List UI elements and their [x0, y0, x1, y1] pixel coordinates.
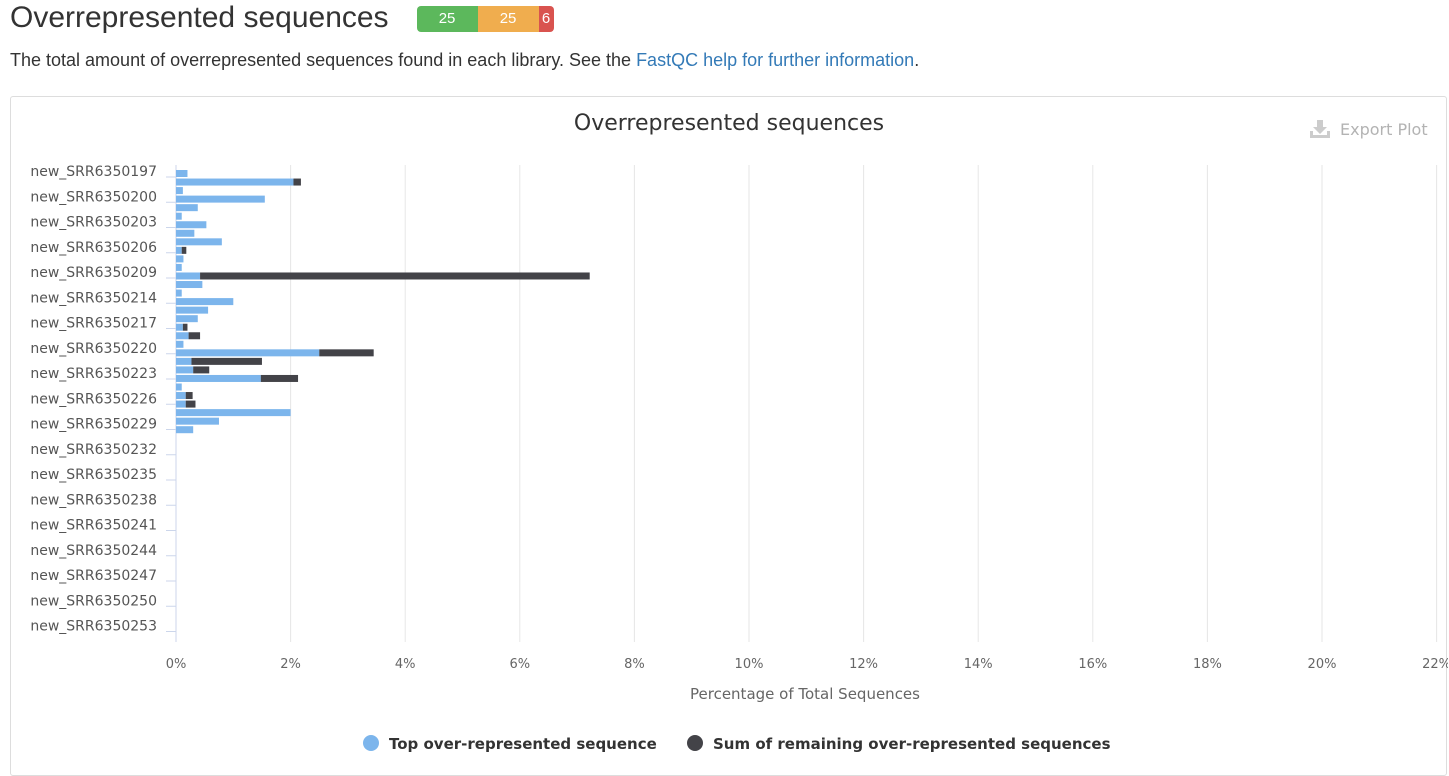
y-tick-label: new_SRR6350250 [30, 593, 157, 609]
page-title: Overrepresented sequences [10, 1, 389, 34]
bar-top-sequence [176, 238, 222, 246]
bar-remaining-sequences [260, 374, 299, 382]
legend-label-remaining: Sum of remaining over-represented sequen… [713, 735, 1111, 753]
bar-top-sequence [176, 204, 198, 212]
bar-top-sequence [176, 366, 194, 374]
bar-top-sequence [176, 349, 320, 357]
y-tick-label: new_SRR6350209 [30, 265, 157, 281]
bar-top-sequence [176, 332, 189, 340]
description-text: The total amount of overrepresented sequ… [10, 50, 637, 70]
x-tick-label: 22% [1422, 657, 1448, 672]
page-header: Overrepresented sequences 25 25 6 [10, 0, 554, 36]
x-tick-label: 4% [395, 657, 416, 672]
bar-remaining-sequences [181, 246, 187, 254]
legend-label-top: Top over-represented sequence [389, 735, 657, 753]
export-plot-button[interactable]: Export Plot [1309, 115, 1428, 143]
y-tick-label: new_SRR6350241 [30, 518, 157, 534]
bar-top-sequence [176, 212, 182, 220]
bar-top-sequence [176, 289, 182, 297]
bar-top-sequence [176, 298, 234, 306]
y-tick-label: new_SRR6350217 [30, 316, 157, 332]
status-badge-fail[interactable]: 6 [538, 6, 554, 32]
y-tick-label: new_SRR6350214 [30, 290, 157, 306]
x-tick-label: 12% [849, 657, 878, 672]
bar-top-sequence [176, 229, 195, 237]
bar-top-sequence [176, 255, 184, 263]
bar-remaining-sequences [191, 357, 262, 365]
y-tick-label: new_SRR6350200 [30, 189, 157, 205]
bar-top-sequence [176, 178, 294, 186]
y-tick-label: new_SRR6350244 [30, 543, 157, 559]
bar-top-sequence [176, 246, 182, 254]
bar-top-sequence [176, 357, 192, 365]
bar-remaining-sequences [182, 323, 188, 331]
bar-top-sequence [176, 392, 186, 400]
y-tick-label: new_SRR6350223 [30, 366, 157, 382]
x-tick-label: 10% [735, 657, 764, 672]
x-tick-label: 18% [1193, 657, 1222, 672]
bar-remaining-sequences [319, 349, 374, 357]
x-tick-label: 6% [509, 657, 530, 672]
bar-remaining-sequences [200, 272, 590, 280]
x-tick-label: 20% [1308, 657, 1337, 672]
bar-top-sequence [176, 374, 261, 382]
bar-top-sequence [176, 340, 184, 348]
y-tick-label: new_SRR6350232 [30, 442, 157, 458]
status-badges: 25 25 6 [416, 6, 554, 32]
y-tick-label: new_SRR6350235 [30, 467, 157, 483]
bar-top-sequence [176, 263, 182, 271]
y-tick-label: new_SRR6350220 [30, 341, 157, 357]
x-tick-label: 0% [166, 657, 187, 672]
y-tick-label: new_SRR6350206 [30, 240, 157, 256]
bar-top-sequence [176, 315, 198, 323]
x-tick-label: 8% [624, 657, 645, 672]
bar-remaining-sequences [293, 178, 301, 186]
status-badge-pass[interactable]: 25 [416, 6, 478, 32]
bar-remaining-sequences [188, 332, 201, 340]
bar-top-sequence [176, 170, 188, 177]
bar-top-sequence [176, 383, 182, 391]
bar-top-sequence [176, 409, 291, 417]
description: The total amount of overrepresented sequ… [10, 50, 919, 71]
download-icon [1310, 120, 1330, 138]
status-badge-warn[interactable]: 25 [477, 6, 539, 32]
plot-panel: Overrepresented sequences 0% 2% 4% 6% 8% 10% 12… [10, 96, 1448, 776]
x-tick-label: 14% [964, 657, 993, 672]
bar-top-sequence [176, 187, 183, 195]
fastqc-help-link[interactable]: FastQC help for further information [636, 50, 915, 70]
bar-remaining-sequences [193, 366, 210, 374]
y-tick-label: new_SRR6350203 [30, 215, 157, 231]
bar-top-sequence [176, 272, 201, 280]
bar-remaining-sequences [185, 392, 193, 400]
x-tick-label: 16% [1078, 657, 1107, 672]
bar-top-sequence [176, 400, 186, 408]
y-tick-label: new_SRR6350197 [30, 164, 157, 180]
bar-top-sequence [176, 417, 219, 425]
bar-remaining-sequences [185, 400, 196, 408]
bar-top-sequence [176, 281, 203, 289]
y-tick-label: new_SRR6350238 [30, 492, 157, 508]
bar-chart: Overrepresented sequences 0% 2% 4% 6% 8% 10% 12… [30, 111, 1448, 753]
legend-marker-remaining [687, 735, 703, 751]
y-tick-label: new_SRR6350229 [30, 417, 157, 433]
y-tick-label: new_SRR6350253 [30, 619, 157, 635]
bar-top-sequence [176, 221, 207, 229]
chart-title: Overrepresented sequences [574, 111, 884, 136]
description-suffix: . [914, 50, 920, 70]
bar-top-sequence [176, 323, 183, 331]
x-tick-label: 2% [280, 657, 301, 672]
legend-marker-top [363, 735, 379, 751]
y-tick-label: new_SRR6350247 [30, 568, 157, 584]
x-axis-label: Percentage of Total Sequences [690, 685, 920, 703]
bar-top-sequence [176, 306, 209, 314]
bar-top-sequence [176, 195, 265, 203]
y-tick-label: new_SRR6350226 [30, 391, 157, 407]
export-plot-label: Export Plot [1340, 119, 1428, 139]
bar-top-sequence [176, 426, 194, 434]
